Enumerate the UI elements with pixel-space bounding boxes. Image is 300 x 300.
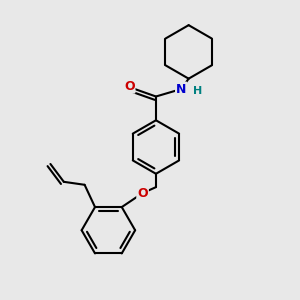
Text: H: H <box>193 85 202 96</box>
Text: O: O <box>124 80 134 93</box>
Text: N: N <box>176 82 186 96</box>
Text: O: O <box>137 187 148 200</box>
